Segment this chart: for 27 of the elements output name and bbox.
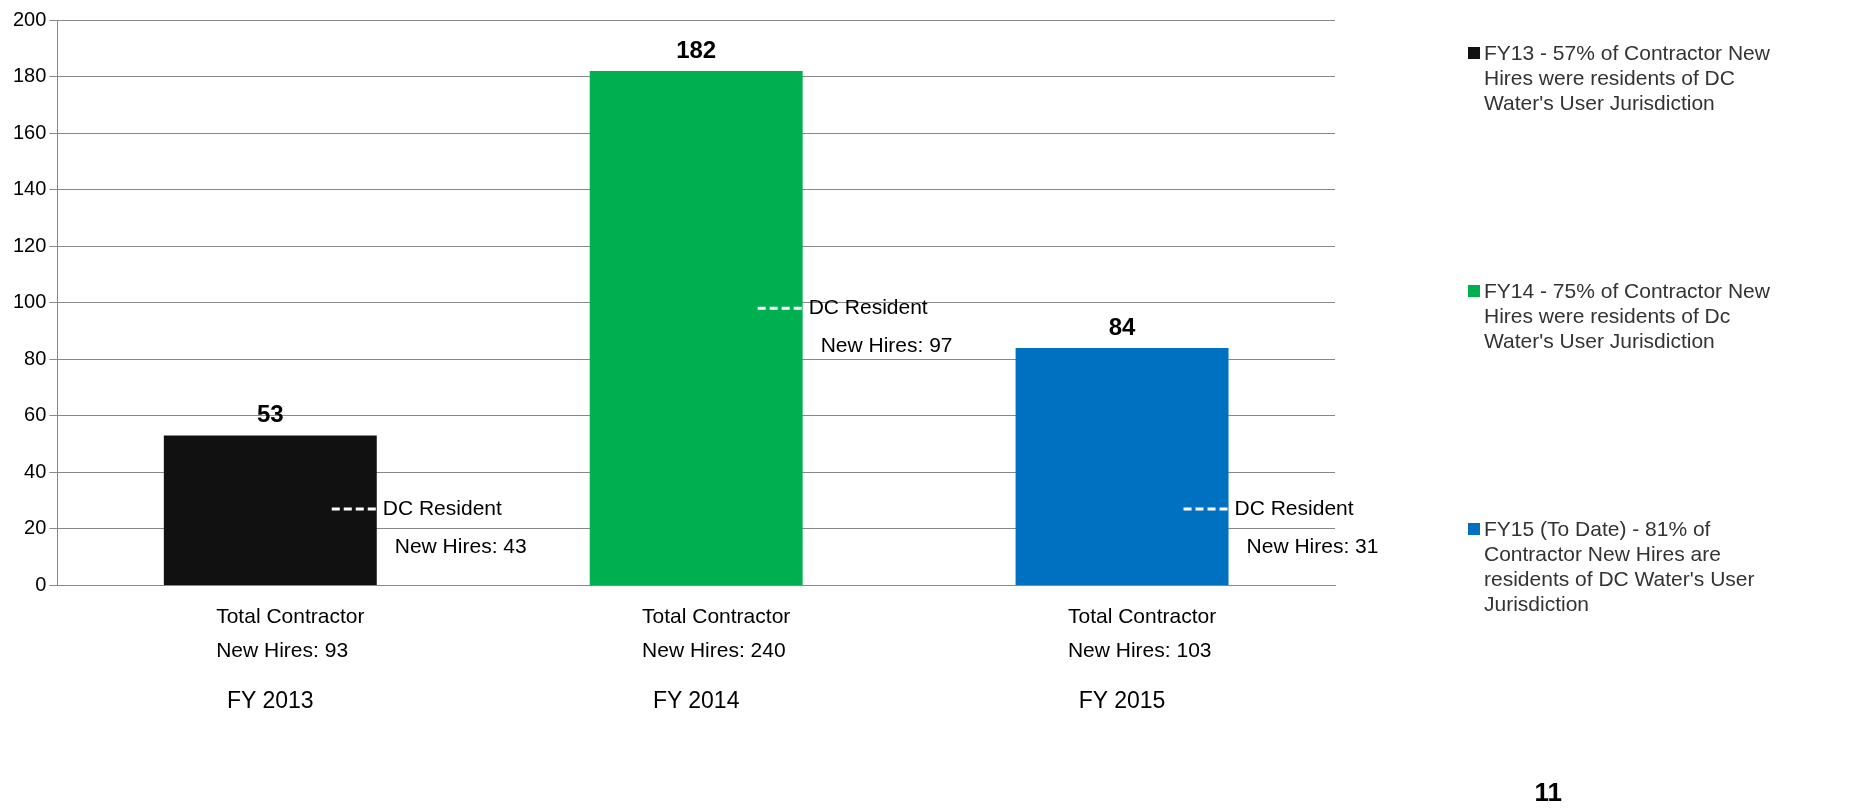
annotation: DC Resident New Hires: 43 [382, 495, 527, 557]
text: Total Contractor New Hires: 240 [642, 604, 791, 662]
data-label: 53 [256, 400, 284, 428]
text: Total Contractor New Hires: 93 [216, 604, 365, 662]
y-tick-label: 20 [24, 516, 47, 539]
legend-label: FY15 (To Date) - 81% of Contractor New Hires are residents of DC Water's User Jurisdiction [1484, 516, 1756, 616]
y-tick-label: 60 [24, 403, 47, 426]
x-tick-label: FY 2015 [1078, 686, 1166, 713]
text: 11 [1534, 777, 1562, 808]
y-tick-label: 200 [12, 7, 47, 30]
text: Total Contractor New Hires: 103 [1067, 604, 1217, 662]
x-tick-label: FY 2014 [652, 686, 740, 713]
annotation: DC Resident New Hires: 97 [808, 295, 953, 357]
data-label: 182 [676, 35, 717, 63]
y-tick-label: 100 [12, 290, 47, 313]
annotation: DC Resident New Hires: 31 [1234, 495, 1379, 557]
legend-label: FY13 - 57% of Contractor New Hires were residents of DC Water's User Jurisdiction [1484, 40, 1771, 115]
x-tick-label: FY 2013 [227, 686, 314, 713]
y-tick-label: 40 [24, 459, 47, 482]
y-tick-label: 120 [12, 233, 47, 256]
y-tick-label: 0 [35, 572, 47, 595]
y-tick-label: 80 [24, 346, 47, 369]
legend-label: FY14 - 75% of Contractor New Hires were residents of Dc Water's User Jurisdiction [1484, 278, 1771, 353]
y-tick-label: 140 [12, 177, 47, 200]
data-label: 84 [1108, 312, 1137, 340]
y-tick-label: 160 [12, 120, 47, 143]
y-tick-label: 180 [12, 64, 47, 87]
